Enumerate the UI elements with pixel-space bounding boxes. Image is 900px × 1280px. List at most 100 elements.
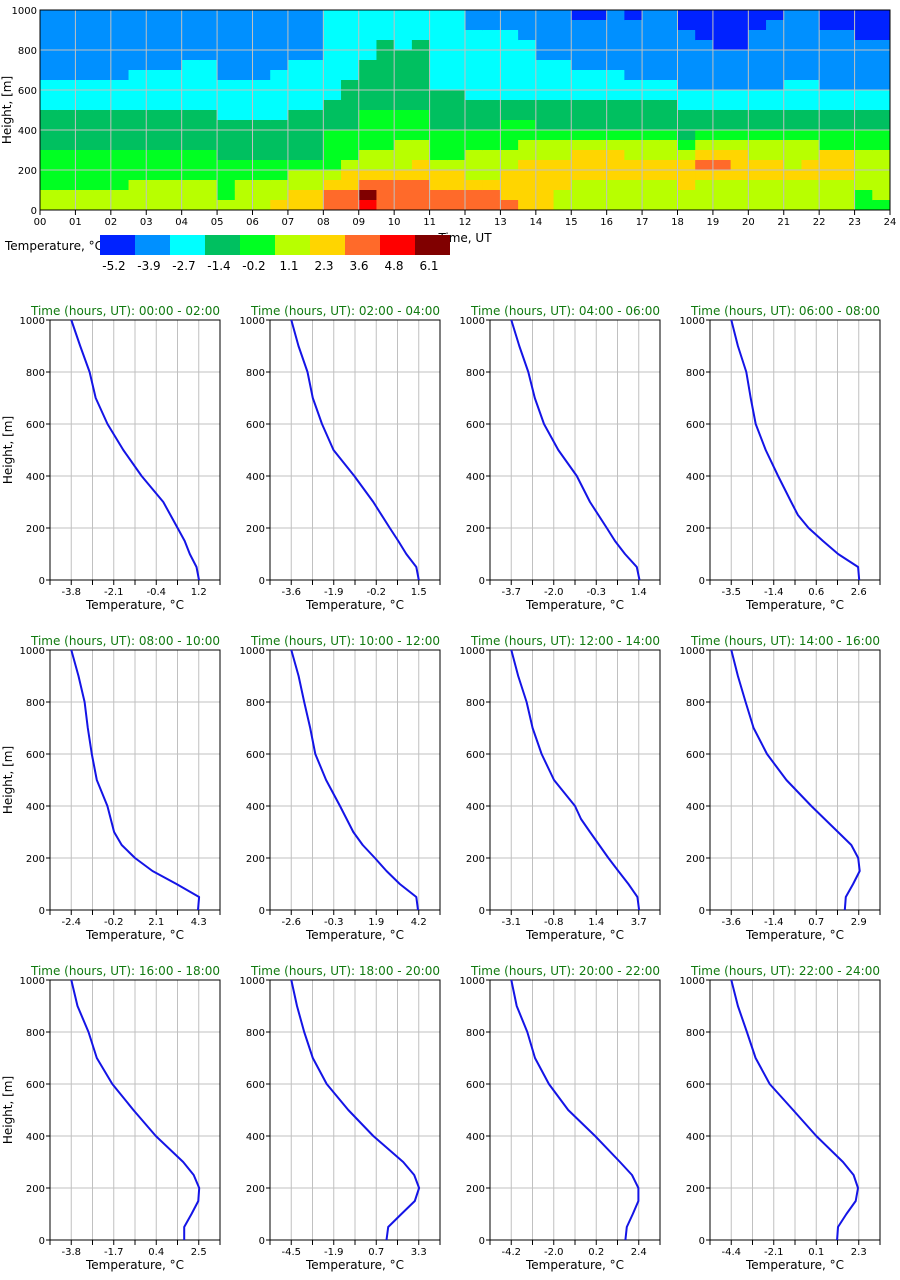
y-tick-label: 800 xyxy=(26,1028,45,1039)
heatmap-cell xyxy=(40,30,59,41)
heatmap-cell xyxy=(429,20,448,31)
heatmap-cell xyxy=(287,90,307,101)
heatmap-cell xyxy=(128,180,147,191)
heatmap-cell xyxy=(75,80,94,91)
heatmap-cell xyxy=(748,60,767,71)
heatmap-cell xyxy=(199,120,218,131)
heatmap-cell xyxy=(376,160,395,171)
x-tick-label: 12 xyxy=(459,217,472,228)
heatmap-cell xyxy=(642,140,661,151)
heatmap-cell xyxy=(571,10,590,21)
heatmap-cell xyxy=(234,190,253,201)
heatmap-cell xyxy=(465,40,484,51)
heatmap-cell xyxy=(146,110,165,121)
heatmap-cell xyxy=(252,60,271,71)
heatmap-cell xyxy=(128,120,147,131)
heatmap-cell xyxy=(659,20,678,31)
heatmap-cell xyxy=(748,110,767,121)
x-tick-label: 0.2 xyxy=(588,1247,604,1258)
heatmap-cell xyxy=(836,180,856,191)
x-axis-label: Temperature, °C xyxy=(745,1258,844,1272)
heatmap-cell xyxy=(500,70,519,81)
y-tick-label: 400 xyxy=(26,1132,45,1143)
heatmap-cell xyxy=(677,200,696,211)
heatmap-cell xyxy=(783,190,802,201)
heatmap-cell xyxy=(606,200,625,211)
heatmap-cell xyxy=(199,110,218,121)
heatmap-cell xyxy=(394,80,413,91)
heatmap-cell xyxy=(110,20,130,31)
heatmap-cell xyxy=(217,200,236,211)
heatmap-cell xyxy=(181,30,200,41)
x-tick-label: -4.5 xyxy=(281,1247,301,1258)
y-tick-label: 400 xyxy=(246,802,265,813)
heatmap-cell xyxy=(854,40,873,51)
heatmap-cell xyxy=(571,70,590,81)
x-tick-label: 02 xyxy=(104,217,117,228)
heatmap-cell xyxy=(500,20,519,31)
heatmap-cell xyxy=(624,80,643,91)
heatmap-cell xyxy=(57,140,76,151)
heatmap-cell xyxy=(75,70,94,81)
heatmap-cell xyxy=(163,120,183,131)
x-tick-label: 4.3 xyxy=(191,917,207,928)
heatmap-cell xyxy=(819,150,838,161)
heatmap-cell xyxy=(40,20,59,31)
heatmap-cell xyxy=(677,110,696,121)
heatmap-cell xyxy=(234,100,253,111)
heatmap-cell xyxy=(110,40,130,51)
heatmap-cell xyxy=(287,170,307,181)
heatmap-cell xyxy=(217,120,236,131)
legend-swatch xyxy=(170,235,205,255)
heatmap-cell xyxy=(571,150,590,161)
panel-title: Time (hours, UT): 10:00 - 12:00 xyxy=(250,634,440,648)
heatmap-cell xyxy=(606,40,625,51)
heatmap-cell xyxy=(783,180,802,191)
heatmap-cell xyxy=(801,140,820,151)
heatmap-cell xyxy=(624,140,643,151)
heatmap-cell xyxy=(465,70,484,81)
heatmap-cell xyxy=(553,80,572,91)
heatmap-cell xyxy=(465,50,484,61)
temperature-profile-line xyxy=(730,649,861,911)
heatmap-cell xyxy=(677,60,696,71)
plot-frame xyxy=(489,649,661,911)
heatmap-cell xyxy=(429,190,448,201)
heatmap-cell xyxy=(553,110,572,121)
heatmap-cell xyxy=(872,190,891,201)
heatmap-cell xyxy=(553,120,572,131)
heatmap-cell xyxy=(712,40,732,51)
heatmap-cell xyxy=(40,120,59,131)
legend-value: 4.8 xyxy=(384,259,403,273)
heatmap-cell xyxy=(748,140,767,151)
heatmap-cell xyxy=(252,50,271,61)
heatmap-cell xyxy=(146,80,165,91)
x-tick-label: 08 xyxy=(317,217,330,228)
heatmap-cell xyxy=(783,80,802,91)
heatmap-cell xyxy=(695,90,714,101)
heatmap-cell xyxy=(429,150,448,161)
x-tick-label: -2.1 xyxy=(764,1247,784,1258)
heatmap-cell xyxy=(659,190,678,201)
heatmap-cell xyxy=(695,170,714,181)
heatmap-cell xyxy=(199,90,218,101)
heatmap-cell xyxy=(394,90,413,101)
x-tick-label: -3.5 xyxy=(721,587,741,598)
x-tick-label: 3.7 xyxy=(631,917,647,928)
heatmap-cell xyxy=(217,150,236,161)
heatmap-cell xyxy=(447,10,466,21)
heatmap-cell xyxy=(376,190,395,201)
heatmap-cell xyxy=(571,140,590,151)
heatmap-cell xyxy=(783,70,802,81)
heatmap-cell xyxy=(659,30,678,41)
heatmap-cell xyxy=(57,80,76,91)
heatmap-cell xyxy=(748,80,767,91)
y-tick-label: 200 xyxy=(466,854,485,865)
heatmap-cell xyxy=(341,150,360,161)
heatmap-cell xyxy=(535,100,555,111)
heatmap-cell xyxy=(801,50,820,61)
heatmap-cell xyxy=(766,60,785,71)
plot-frame xyxy=(39,9,891,211)
heatmap-cell xyxy=(341,110,360,121)
